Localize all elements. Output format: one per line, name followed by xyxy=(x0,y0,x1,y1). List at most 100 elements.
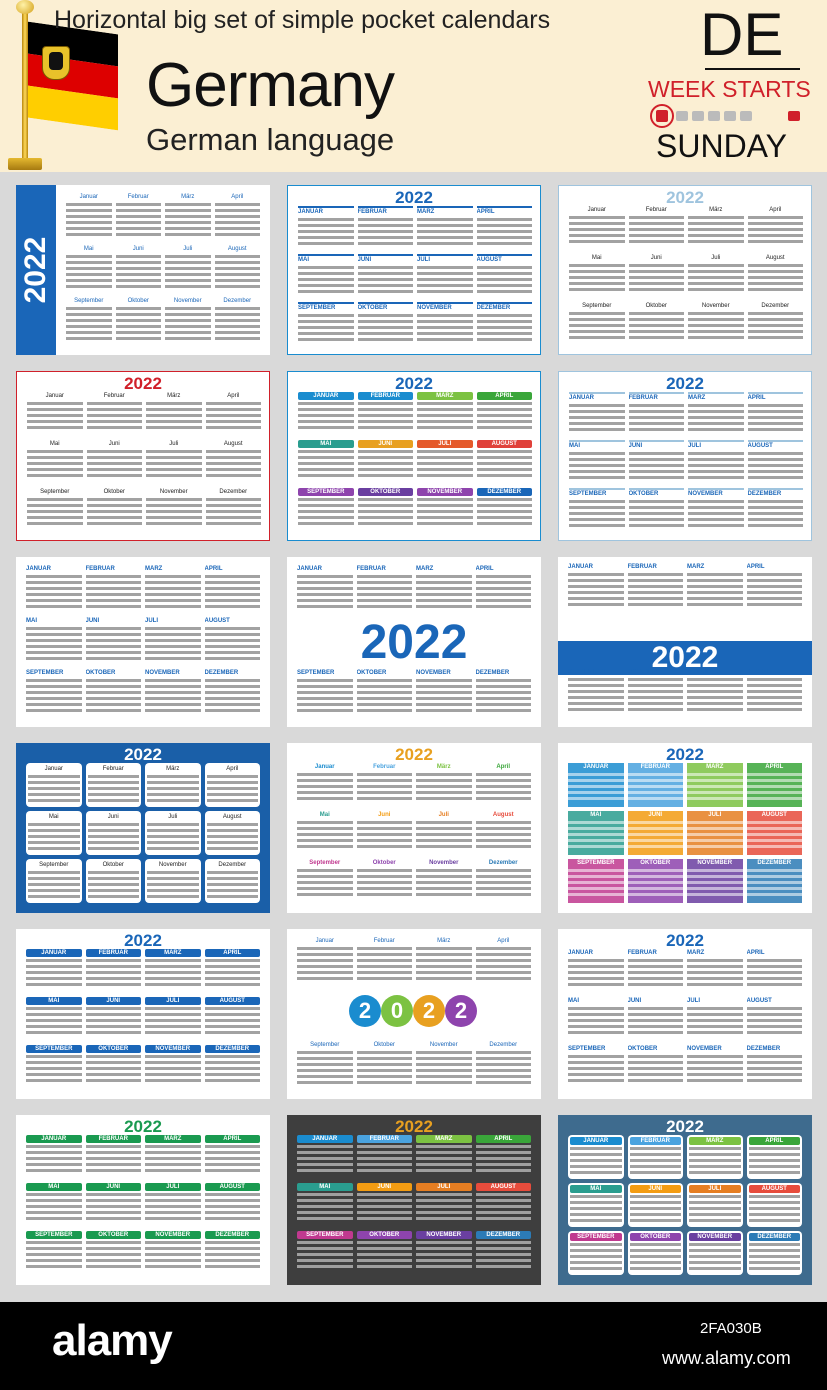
day-grid xyxy=(416,947,472,981)
month-12: DEZEMBER xyxy=(476,302,532,346)
month-10: OKTOBER xyxy=(357,302,413,346)
month-6: JUNI xyxy=(85,997,141,1041)
month-7: Juli xyxy=(688,254,744,298)
month-name: August xyxy=(765,255,785,261)
month-9: September xyxy=(27,488,83,532)
month-name: APRIL xyxy=(765,764,784,770)
calendar-card: JANUAR FEBRUAR MÄRZ APRIL MAI JUNI JULI AUGUST S… xyxy=(16,557,270,727)
month-name: JULI xyxy=(416,1183,472,1191)
day-grid xyxy=(26,959,82,989)
day-grid xyxy=(87,775,139,805)
month-8: AUGUST xyxy=(746,811,802,855)
month-3: MÄRZ xyxy=(145,949,201,993)
day-grid xyxy=(688,312,744,342)
month-9: September xyxy=(26,859,82,903)
month-name: JUNI xyxy=(629,1185,681,1193)
day-grid xyxy=(297,1241,353,1271)
month-8: AUGUST xyxy=(475,1183,531,1227)
month-2: FEBRUAR xyxy=(85,565,141,613)
month-6: Juni xyxy=(86,440,142,484)
month-9: SEPTEMBER xyxy=(26,1045,82,1089)
month-name: DEZEMBER xyxy=(757,860,792,866)
month-name: OKTOBER xyxy=(627,669,658,676)
month-3: März xyxy=(145,763,201,807)
month-name: JUNI xyxy=(85,618,100,624)
month-11: November xyxy=(145,859,201,903)
day-grid xyxy=(204,575,260,609)
month-name: FEBRUAR xyxy=(85,566,115,572)
day-grid xyxy=(416,821,472,851)
day-grid xyxy=(746,773,802,803)
month-name: JULI xyxy=(688,443,702,449)
day-grid xyxy=(147,823,199,853)
month-9: September xyxy=(297,1041,353,1089)
day-grid xyxy=(298,402,354,432)
month-name: JANUAR xyxy=(568,950,594,956)
month-name: MÄRZ xyxy=(145,949,201,957)
day-grid xyxy=(204,1007,260,1037)
month-name: OKTOBER xyxy=(627,1046,658,1052)
month-name: Juni xyxy=(650,255,662,261)
month-name: MAI xyxy=(26,997,82,1005)
month-1: Januar xyxy=(26,763,82,807)
month-name: JANUAR xyxy=(26,949,82,957)
month-name: Juli xyxy=(183,246,193,252)
month-name: August xyxy=(492,812,514,818)
month-11: NOVEMBER xyxy=(687,1045,743,1089)
month-3: MÄRZ xyxy=(687,949,743,993)
month-11: NOVEMBER xyxy=(145,1231,201,1275)
day-grid xyxy=(475,1145,531,1175)
month-5: MAI xyxy=(297,1183,353,1227)
day-grid xyxy=(475,821,531,851)
month-name: AUGUST xyxy=(748,1185,800,1193)
month-5: MAI xyxy=(568,1183,624,1227)
month-4: APRIL xyxy=(475,1135,531,1179)
month-11: NOVEMBER xyxy=(417,302,473,346)
month-name: MÄRZ xyxy=(689,1137,741,1145)
month-2: FEBRUAR xyxy=(356,1135,412,1179)
month-name: NOVEMBER xyxy=(417,488,473,496)
day-grid xyxy=(205,498,261,528)
month-12: Dezember xyxy=(205,488,261,532)
day-grid xyxy=(689,1243,741,1273)
month-3: März xyxy=(416,937,472,985)
month-1: Januar xyxy=(66,193,112,241)
month-name: NOVEMBER xyxy=(416,670,451,676)
month-name: Juli xyxy=(169,441,179,447)
day-grid xyxy=(86,498,142,528)
day-grid xyxy=(475,773,531,803)
brand-logo: alamy xyxy=(52,1316,173,1365)
month-7: JULI xyxy=(145,617,201,665)
month-name: FEBRUAR xyxy=(628,395,658,401)
month-name: MÄRZ xyxy=(416,1135,472,1143)
month-8: August xyxy=(747,254,803,298)
day-grid xyxy=(568,1007,624,1037)
month-name: September xyxy=(40,489,70,495)
month-name: NOVEMBER xyxy=(417,305,452,311)
day-grid xyxy=(688,404,744,434)
month-name: November xyxy=(429,1042,458,1048)
month-name: OKTOBER xyxy=(628,491,659,497)
month-name: Juni xyxy=(378,812,391,818)
day-grid xyxy=(416,679,472,713)
month-3: März xyxy=(416,763,472,807)
month-5: MAI xyxy=(298,254,354,298)
year-sidebar: 2022 xyxy=(16,185,56,355)
day-grid xyxy=(297,869,353,899)
month-9: SEPTEMBER xyxy=(568,1045,624,1089)
month-8: AUGUST xyxy=(204,617,260,665)
month-name: OKTOBER xyxy=(640,860,671,866)
day-grid xyxy=(26,679,82,713)
day-grid xyxy=(214,307,260,341)
month-name: NOVEMBER xyxy=(145,670,180,676)
month-name: November xyxy=(429,860,459,866)
day-grid xyxy=(688,452,744,482)
day-grid xyxy=(688,500,744,530)
month-10: OKTOBER xyxy=(357,488,413,532)
month-9: SEPTEMBER xyxy=(568,859,624,903)
day-grid xyxy=(26,1055,82,1085)
month-name: April xyxy=(497,938,510,944)
day-grid xyxy=(356,773,412,803)
month-name: APRIL xyxy=(475,1135,531,1143)
